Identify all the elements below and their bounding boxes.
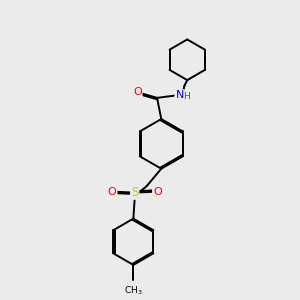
Text: CH$_3$: CH$_3$ — [124, 285, 143, 297]
Text: O: O — [108, 187, 117, 197]
Text: O: O — [133, 87, 142, 97]
Text: N: N — [176, 90, 184, 100]
Text: H: H — [184, 92, 190, 101]
Text: O: O — [153, 187, 162, 197]
Text: S: S — [131, 186, 139, 199]
